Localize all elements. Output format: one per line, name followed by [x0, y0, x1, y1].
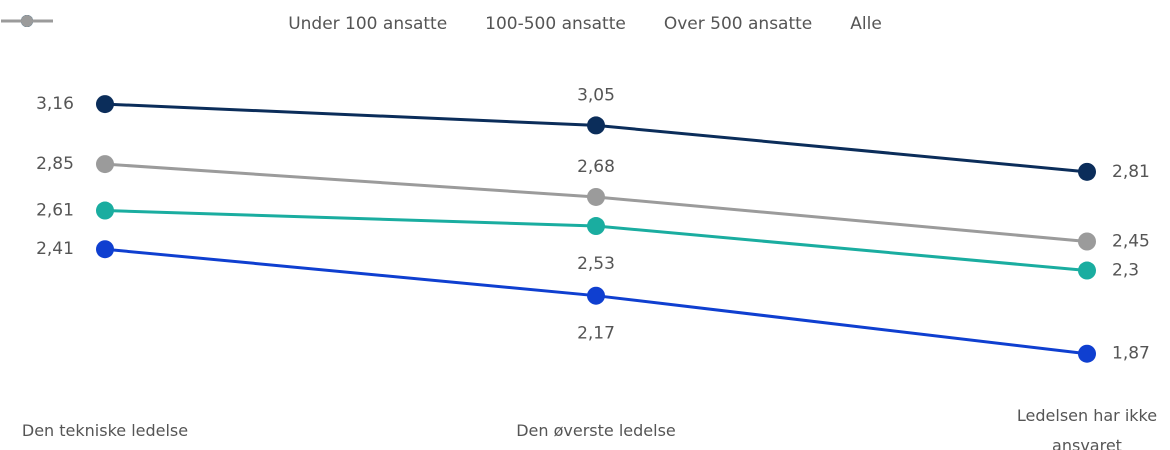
point	[96, 95, 114, 114]
data-label: 2,53	[577, 254, 615, 274]
legend: Under 100 ansatte 100-500 ansatte Over 500…	[0, 14, 1170, 34]
point	[587, 187, 605, 206]
data-label: 3,05	[577, 85, 615, 105]
point	[1078, 261, 1096, 280]
data-label: 2,45	[1112, 232, 1150, 252]
point	[96, 201, 114, 220]
data-label: 3,16	[36, 94, 74, 114]
legend-swatch	[1, 15, 53, 27]
point	[587, 286, 605, 305]
legend-item: Alle	[1, 14, 882, 34]
data-label: 2,3	[1112, 261, 1139, 281]
legend-label: Under 100 ansatte	[288, 14, 448, 34]
point	[587, 116, 605, 135]
point	[1078, 232, 1096, 251]
legend-dot	[21, 15, 33, 27]
data-label: 2,61	[36, 201, 74, 221]
x-tick-label: Den øverste ledelse	[516, 421, 676, 440]
legend-label: Alle	[850, 14, 882, 34]
legend-label: Over 500 ansatte	[663, 14, 813, 34]
x-tick-label: Den tekniske ledelse	[21, 421, 189, 440]
x-tick-label: Ledelsen har ikke ansvaret	[1016, 406, 1158, 450]
point	[1078, 162, 1096, 181]
data-label: 2,17	[577, 324, 615, 344]
data-label: 2,68	[577, 157, 615, 177]
point	[587, 217, 605, 236]
data-label: 2,81	[1112, 162, 1150, 182]
data-label: 2,41	[36, 239, 74, 259]
point	[96, 155, 114, 174]
point	[1078, 344, 1096, 363]
point	[96, 240, 114, 259]
data-label: 2,85	[36, 154, 74, 174]
data-label: 1,87	[1112, 344, 1150, 364]
legend-label: 100-500 ansatte	[485, 14, 626, 34]
